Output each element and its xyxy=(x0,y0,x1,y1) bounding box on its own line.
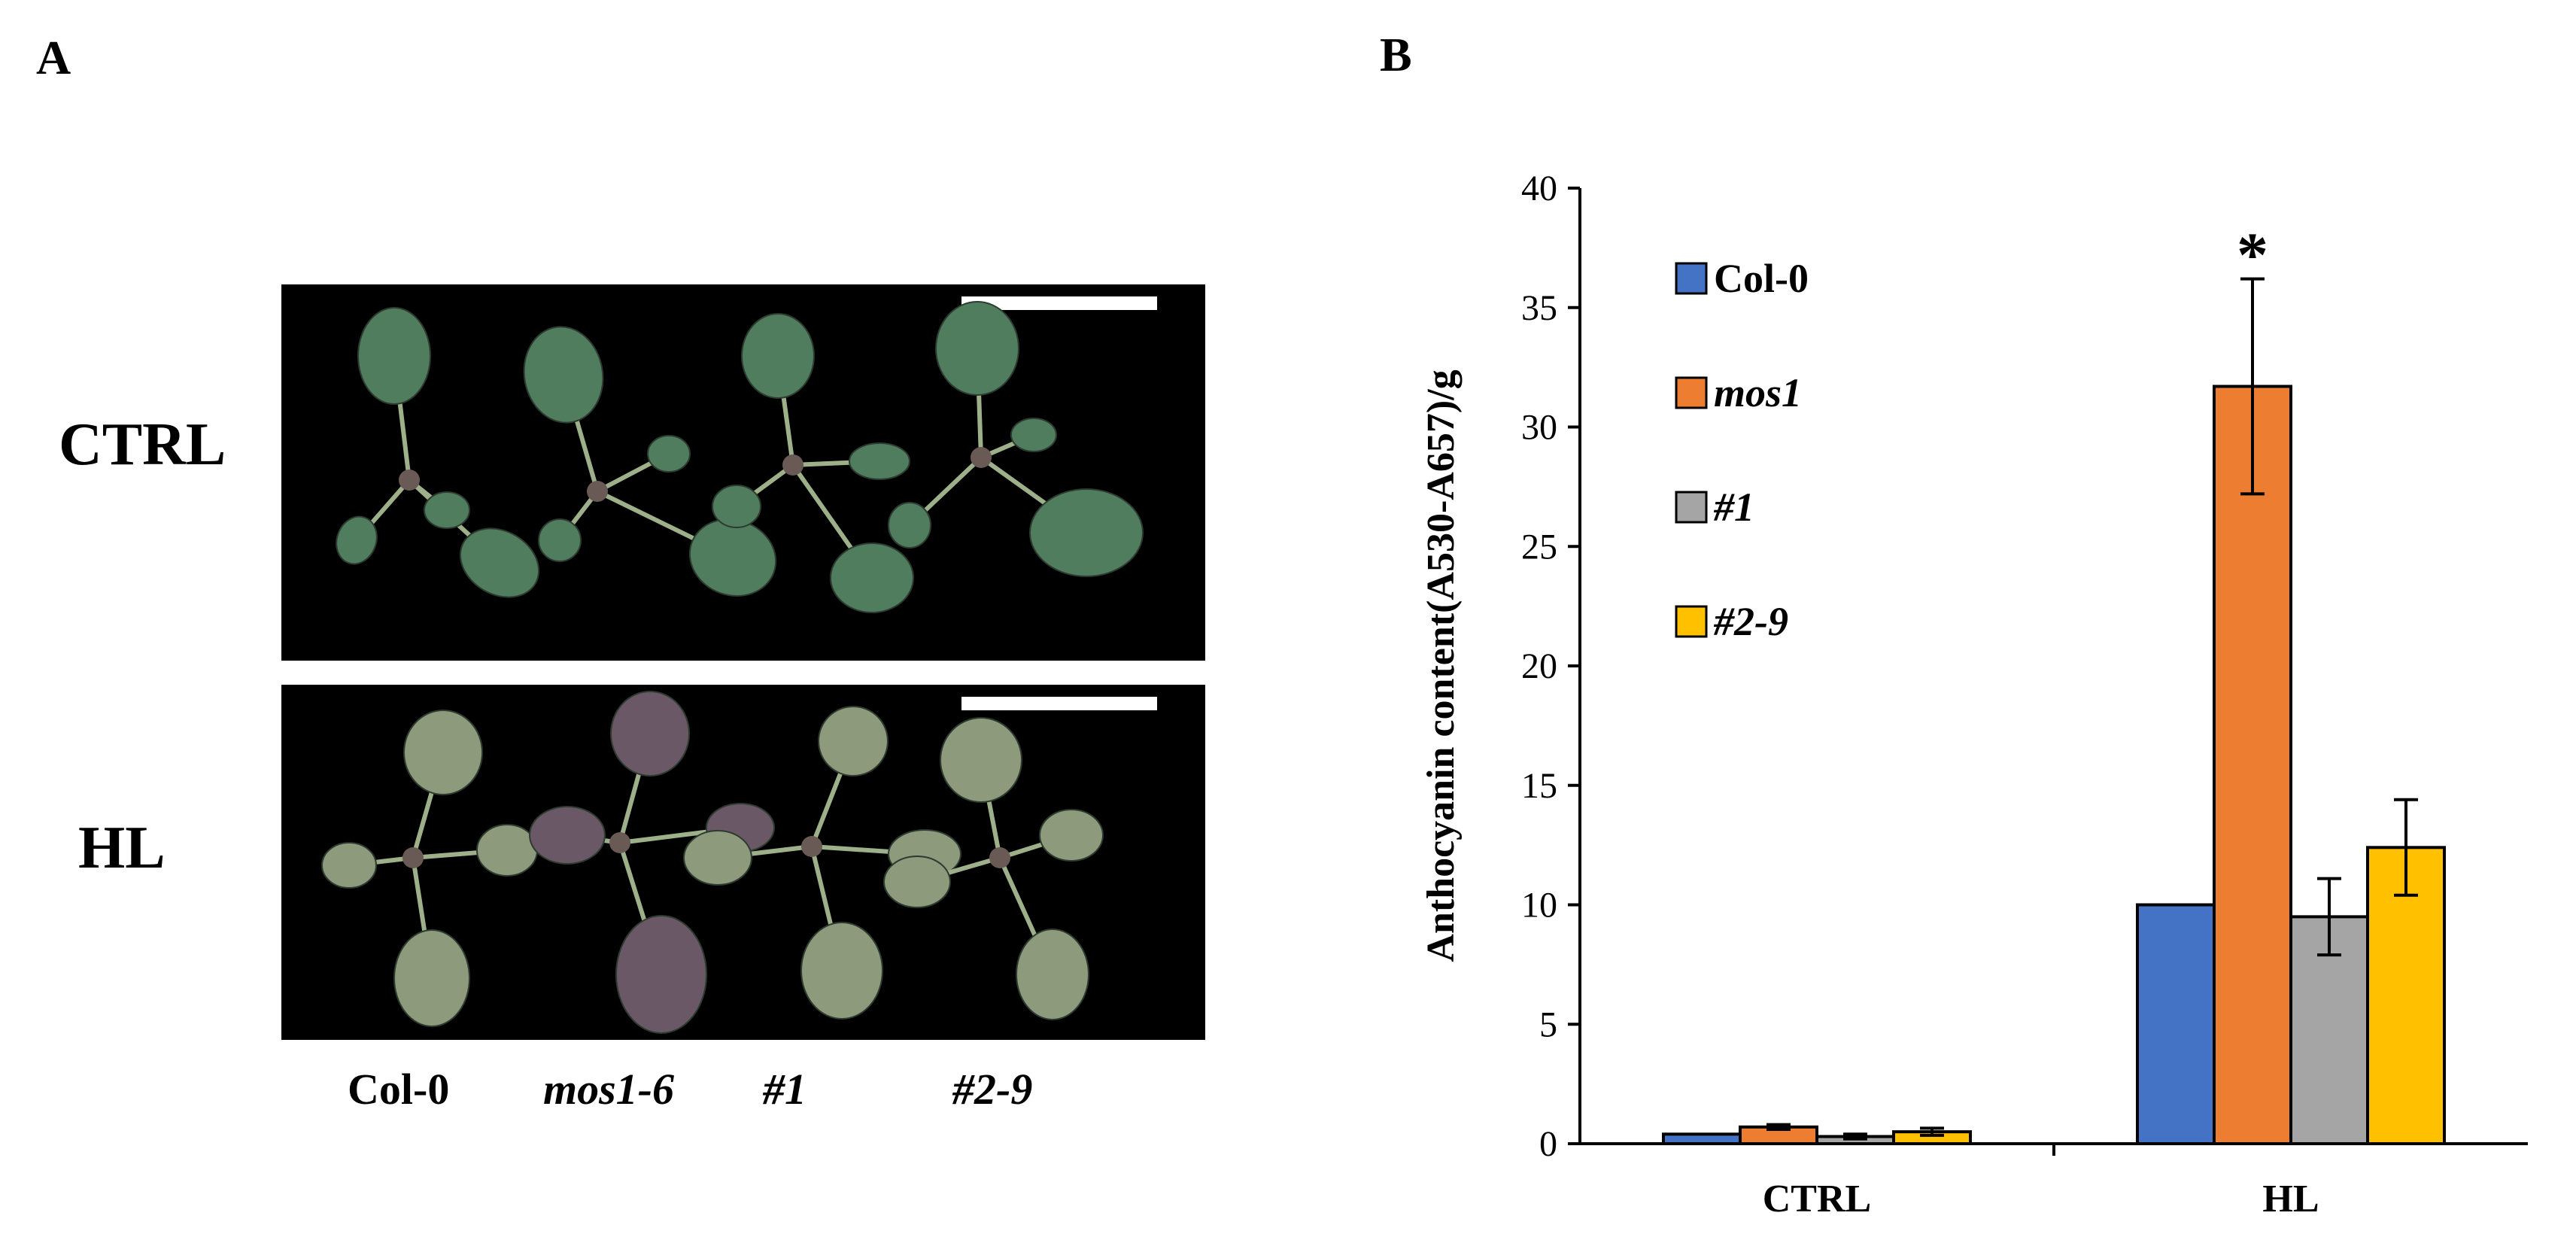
x-category-label: HL xyxy=(2262,1178,2319,1219)
y-tick-label: 30 xyxy=(1521,408,1557,448)
y-tick-label: 0 xyxy=(1539,1124,1557,1164)
anthocyanin-bar-chart: 0 5 10 15 20 25 30 35 40 CTRL HL * Anthocyanin conte… xyxy=(1420,169,2528,1219)
legend: Col-0 mos1 #1 #2-9 xyxy=(1675,256,1809,644)
seedling-photo-hl xyxy=(281,685,1205,1040)
seedlings-hl xyxy=(321,691,1104,1034)
bar xyxy=(2366,846,2446,1145)
legend-swatch xyxy=(1675,605,1708,638)
seedling-hl-col0 xyxy=(321,710,538,1027)
seedling-photo-ctrl xyxy=(281,284,1205,661)
legend-label: #1 xyxy=(1713,485,1754,530)
bar xyxy=(2136,903,2216,1145)
error-bar xyxy=(1843,1132,1867,1141)
scale-bar xyxy=(961,296,1157,310)
legend-swatch xyxy=(1675,491,1708,524)
significance-asterisk: * xyxy=(2237,220,2268,290)
legend-label: mos1 xyxy=(1714,370,1802,415)
legend-swatch xyxy=(1675,376,1708,409)
y-tick-label: 25 xyxy=(1521,527,1557,567)
y-tick-label: 35 xyxy=(1521,288,1557,328)
y-tick-label: 40 xyxy=(1521,169,1557,208)
row-label-hl: HL xyxy=(78,815,166,881)
seedlings-ctrl xyxy=(336,301,1144,613)
genotype-label-mos1-6: mos1-6 xyxy=(543,1065,674,1114)
seedling-hl-2-9 xyxy=(883,717,1104,1020)
panel-a-letter: A xyxy=(36,31,71,84)
error-bar xyxy=(1920,1126,1944,1137)
row-label-ctrl: CTRL xyxy=(59,412,226,478)
seedling-ctrl-mos1-6 xyxy=(523,326,777,597)
error-bar xyxy=(1766,1123,1791,1131)
legend-label: #2-9 xyxy=(1713,599,1788,644)
seedling-ctrl-2-9 xyxy=(888,301,1144,577)
y-tick-label: 10 xyxy=(1521,886,1557,926)
genotype-label-2-9: #2-9 xyxy=(952,1065,1033,1114)
error-bar xyxy=(2394,798,2418,897)
genotype-label-col0: Col-0 xyxy=(348,1065,450,1114)
legend-swatch xyxy=(1675,262,1708,295)
legend-label: Col-0 xyxy=(1714,256,1809,301)
panel-b-letter: B xyxy=(1380,28,1412,81)
y-tick-label: 15 xyxy=(1521,766,1557,806)
y-tick-label: 20 xyxy=(1521,646,1557,686)
bar xyxy=(1662,1132,1742,1146)
y-tick-label: 5 xyxy=(1539,1005,1557,1044)
bar xyxy=(2213,384,2292,1145)
x-category-label: CTRL xyxy=(1763,1178,1871,1219)
y-axis-title: Anthocyanin content(A530-A657)/g xyxy=(1420,369,1463,962)
error-bar xyxy=(2240,277,2265,496)
seedling-hl-mos1-6 xyxy=(529,691,775,1034)
error-bar xyxy=(2317,877,2341,957)
seedling-ctrl-col0 xyxy=(336,307,540,598)
seedling-ctrl-1 xyxy=(712,313,914,613)
genotype-label-1: #1 xyxy=(763,1065,807,1114)
scale-bar xyxy=(961,697,1157,710)
